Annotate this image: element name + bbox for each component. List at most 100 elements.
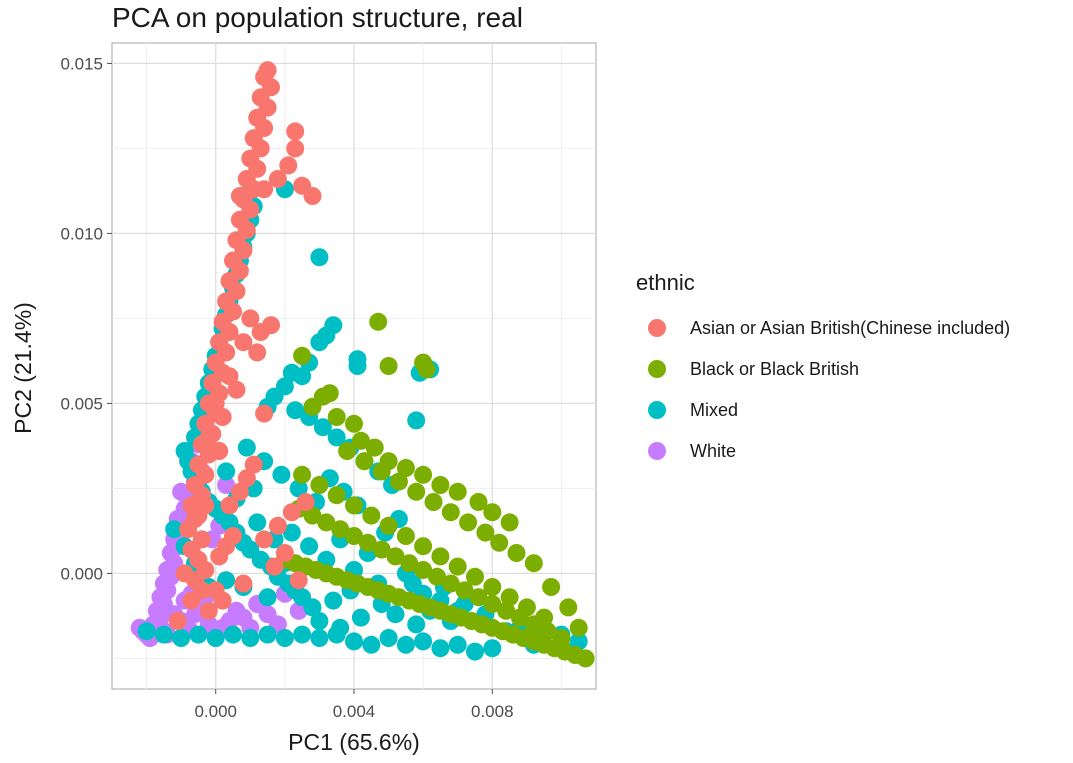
- legend-label: White: [690, 441, 736, 461]
- data-point: [466, 642, 484, 661]
- data-point: [175, 564, 194, 583]
- data-point: [448, 557, 467, 576]
- data-point: [230, 187, 249, 205]
- data-point: [286, 139, 305, 158]
- legend-title: ethnic: [636, 270, 695, 295]
- data-point: [165, 520, 184, 539]
- data-point: [327, 428, 346, 447]
- data-point: [569, 632, 588, 651]
- data-point: [279, 156, 298, 175]
- data-point: [234, 574, 253, 593]
- data-point: [227, 380, 246, 399]
- data-point: [258, 625, 277, 644]
- legend-entry: Black or Black British: [648, 359, 859, 379]
- legend-entry: Asian or Asian British(Chinese included): [648, 318, 1010, 338]
- data-point: [362, 635, 381, 654]
- y-tick-label: 0.010: [60, 224, 103, 243]
- data-point: [466, 567, 484, 586]
- data-point: [258, 588, 277, 607]
- data-point: [237, 469, 256, 488]
- data-point: [389, 472, 408, 491]
- data-point: [414, 465, 433, 484]
- data-point: [497, 601, 516, 620]
- data-point: [310, 333, 329, 352]
- data-point: [217, 476, 236, 494]
- data-point: [538, 622, 557, 641]
- legend-label: Asian or Asian British(Chinese included): [690, 318, 1010, 338]
- data-point: [559, 598, 578, 617]
- data-point: [569, 618, 588, 637]
- y-tick-label: 0.015: [60, 54, 103, 73]
- data-point: [351, 431, 370, 450]
- data-point: [500, 513, 519, 532]
- data-point: [293, 346, 312, 365]
- data-point: [535, 608, 554, 627]
- data-point: [362, 506, 381, 525]
- data-point: [217, 462, 236, 481]
- data-point: [379, 357, 398, 375]
- data-point: [172, 482, 191, 501]
- data-point: [331, 520, 350, 539]
- data-point: [282, 503, 301, 522]
- data-point: [310, 476, 329, 494]
- data-point: [265, 557, 284, 576]
- data-point: [324, 591, 343, 610]
- legend-label: Mixed: [690, 400, 738, 420]
- data-point: [407, 482, 426, 501]
- data-point: [542, 578, 561, 596]
- data-point: [241, 309, 260, 328]
- data-point: [500, 588, 519, 607]
- data-point: [172, 629, 191, 647]
- data-point: [448, 635, 467, 654]
- data-point: [428, 567, 446, 586]
- data-point: [199, 601, 218, 620]
- data-point: [386, 547, 405, 566]
- data-point: [310, 629, 329, 647]
- data-point: [168, 612, 187, 630]
- data-point: [154, 625, 173, 644]
- data-point: [431, 639, 450, 658]
- legend-key: [648, 319, 666, 337]
- legend-label: Black or Black British: [690, 359, 859, 379]
- data-point: [313, 418, 332, 437]
- data-point: [196, 496, 215, 515]
- data-point: [483, 595, 502, 613]
- data-point: [300, 537, 319, 556]
- series-asian-or-asian-british-chinese-included-: [168, 61, 322, 630]
- data-point: [379, 516, 398, 535]
- data-point: [224, 625, 242, 644]
- data-point: [355, 452, 374, 471]
- data-point: [431, 547, 450, 566]
- data-point: [327, 486, 346, 505]
- data-point: [289, 479, 308, 498]
- data-point: [286, 122, 305, 141]
- data-point: [210, 442, 229, 460]
- data-point: [296, 493, 315, 511]
- data-point: [289, 601, 308, 620]
- legend-entries: Asian or Asian British(Chinese included)…: [648, 318, 1010, 461]
- data-point: [310, 248, 329, 267]
- data-point: [417, 360, 436, 379]
- data-point: [476, 523, 495, 542]
- data-point: [199, 428, 218, 447]
- legend-entry: Mixed: [648, 400, 738, 420]
- data-point: [275, 629, 294, 647]
- data-point: [396, 527, 415, 545]
- data-point: [345, 496, 363, 515]
- data-point: [351, 608, 370, 627]
- data-point: [213, 408, 232, 426]
- data-point: [345, 632, 363, 651]
- x-tick-label: 0.000: [194, 702, 237, 721]
- data-point: [182, 591, 201, 610]
- legend-key: [648, 360, 666, 378]
- data-point: [179, 520, 198, 539]
- data-point: [230, 482, 249, 501]
- data-point: [282, 363, 301, 382]
- data-point: [241, 629, 260, 647]
- data-point: [441, 503, 460, 522]
- data-point: [303, 187, 322, 205]
- data-point: [431, 476, 450, 494]
- data-point: [189, 625, 208, 644]
- data-point: [345, 527, 363, 545]
- data-point: [244, 455, 263, 474]
